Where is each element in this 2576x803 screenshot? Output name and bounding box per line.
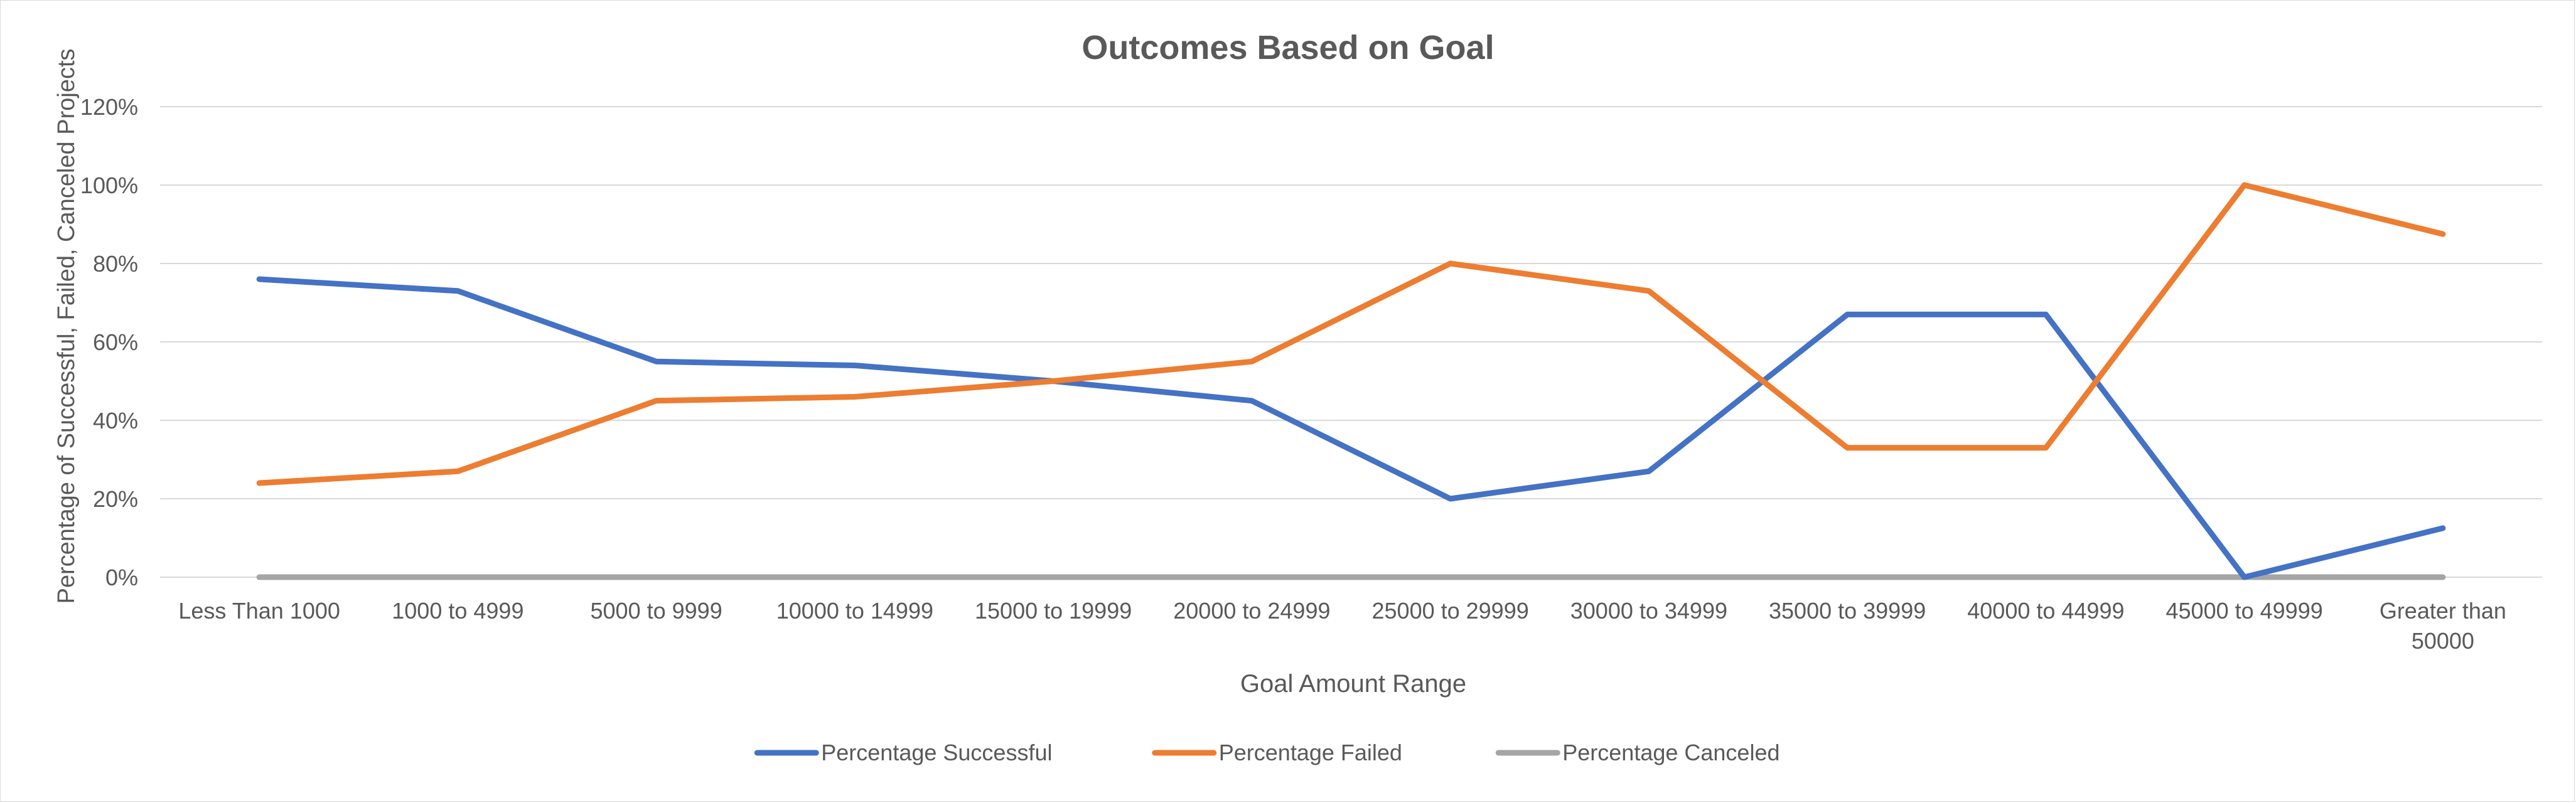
legend-item-percentage-failed: Percentage Failed: [1152, 740, 1402, 765]
x-axis-label: Goal Amount Range: [1240, 670, 1466, 698]
y-tick-label: 100%: [80, 173, 138, 198]
series-line-percentage-successful: [256, 276, 2446, 580]
y-tick-label: 80%: [93, 251, 138, 277]
x-tick-label: 40000 to 44999: [1967, 598, 2124, 624]
y-axis-label: Percentage of Successful, Failed, Cancel…: [53, 48, 80, 604]
legend-item-percentage-canceled: Percentage Canceled: [1495, 740, 1780, 765]
y-tick-label: 60%: [93, 329, 138, 355]
series-lines: [256, 182, 2446, 580]
x-tick-label: 5000 to 9999: [591, 598, 722, 624]
x-tick-label: 10000 to 14999: [776, 598, 933, 624]
legend: Percentage Successful Percentage Failed Pe…: [754, 740, 1780, 765]
legend-label: Percentage Canceled: [1562, 740, 1779, 765]
x-tick-label: 30000 to 34999: [1570, 598, 1727, 624]
x-tick-label: 20000 to 24999: [1173, 598, 1330, 624]
y-tick-label: 20%: [93, 486, 138, 512]
legend-label: Percentage Failed: [1219, 740, 1402, 765]
x-tick-label: 35000 to 39999: [1769, 598, 1926, 624]
x-axis-ticks: Less Than 1000 1000 to 4999 5000 to 9999 10…: [178, 598, 2506, 654]
series-line-percentage-failed: [256, 182, 2446, 486]
x-tick-label: 25000 to 29999: [1372, 598, 1529, 624]
chart-title: Outcomes Based on Goal: [1081, 29, 1494, 66]
legend-item-percentage-successful: Percentage Successful: [754, 740, 1052, 765]
legend-label: Percentage Successful: [821, 740, 1052, 765]
x-tick-label: 1000 to 4999: [392, 598, 523, 624]
y-tick-label: 40%: [93, 408, 138, 433]
y-axis-ticks: 0% 20% 40% 60% 80% 100% 120%: [80, 94, 138, 590]
y-tick-label: 0%: [105, 565, 138, 590]
x-tick-label: Greater than 50000: [2380, 598, 2506, 654]
gridlines: [160, 106, 2542, 578]
x-tick-label: 15000 to 19999: [975, 598, 1132, 624]
y-tick-label: 120%: [80, 94, 138, 120]
x-tick-label: Less Than 1000: [178, 598, 340, 624]
x-tick-label: 45000 to 49999: [2166, 598, 2323, 624]
